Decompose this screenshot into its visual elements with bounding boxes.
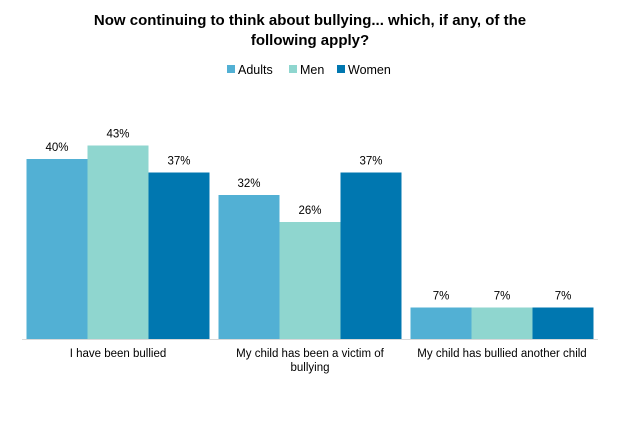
bar-adults-3	[410, 307, 472, 339]
data-label-men-1: 43%	[106, 129, 129, 141]
bar-women-3	[532, 307, 594, 339]
bar-women-2	[340, 172, 402, 339]
legend-swatch-women	[337, 65, 345, 73]
chart-title-line-1: Now continuing to think about bullying..…	[94, 12, 526, 29]
legend-label-adults: Adults	[238, 63, 273, 77]
data-label-women-3: 7%	[555, 291, 572, 303]
data-label-women-2: 37%	[359, 156, 382, 168]
data-label-adults-2: 32%	[237, 178, 260, 190]
bar-women-1	[148, 172, 210, 339]
legend-label-men: Men	[300, 63, 324, 77]
bar-adults-2	[218, 195, 280, 339]
category-label-2-line-1: My child has been a victim of	[236, 348, 384, 360]
plot-area: 40% 43% 37% I have been bullied 32% 26% 37% My …	[22, 129, 598, 374]
category-label-3-line-1: My child has bullied another child	[417, 348, 586, 360]
bar-men-1	[87, 145, 149, 339]
category-label-2-line-2: bullying	[291, 362, 330, 374]
bar-men-3	[471, 307, 533, 339]
category-label-1-line-1: I have been bullied	[70, 348, 167, 360]
data-label-adults-1: 40%	[45, 142, 68, 154]
data-label-men-3: 7%	[494, 291, 511, 303]
legend: Adults Men Women	[227, 63, 391, 77]
bar-adults-1	[26, 159, 88, 339]
legend-swatch-men	[289, 65, 297, 73]
data-label-men-2: 26%	[298, 205, 321, 217]
data-label-adults-3: 7%	[433, 291, 450, 303]
legend-swatch-adults	[227, 65, 235, 73]
bar-men-2	[279, 222, 341, 339]
data-label-women-1: 37%	[167, 156, 190, 168]
chart-title-line-2: following apply?	[251, 32, 369, 49]
legend-label-women: Women	[348, 63, 391, 77]
chart-title: Now continuing to think about bullying..…	[94, 12, 526, 49]
